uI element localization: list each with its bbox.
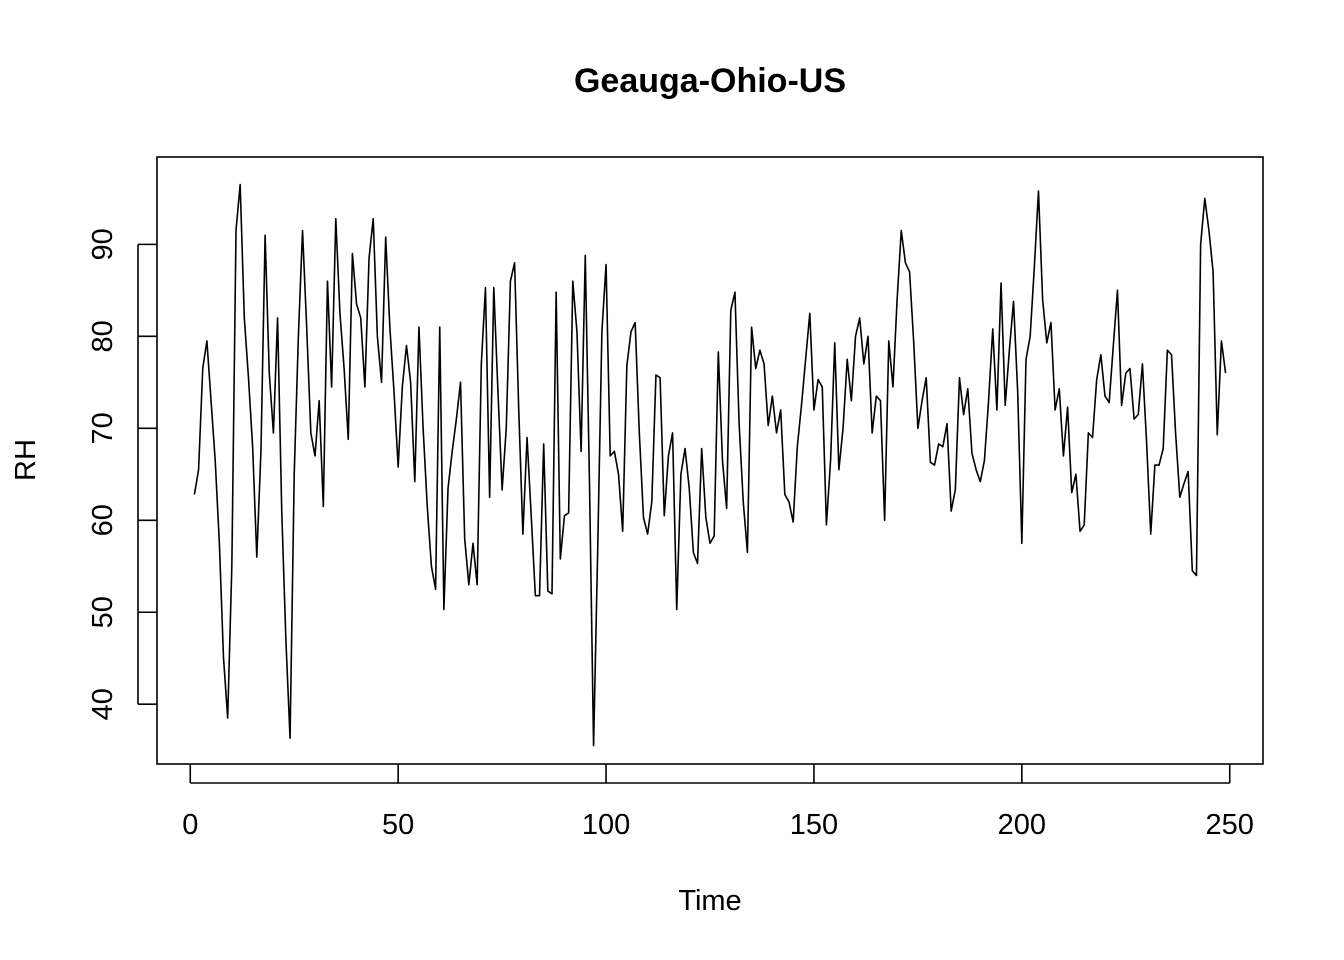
y-axis: 40 50 60 70 80 90 — [87, 228, 157, 720]
y-tick-label: 80 — [87, 320, 119, 352]
x-tick-label: 150 — [790, 809, 838, 841]
y-tick-label: 90 — [87, 228, 119, 260]
x-tick-label: 100 — [582, 809, 630, 841]
x-tick-label: 200 — [998, 809, 1046, 841]
x-tick-label: 250 — [1206, 809, 1254, 841]
y-tick-label: 60 — [87, 504, 119, 536]
y-tick-label: 70 — [87, 412, 119, 444]
y-tick-label: 50 — [87, 596, 119, 628]
x-tick-label: 50 — [382, 809, 414, 841]
x-axis-label: Time — [678, 885, 741, 917]
y-axis-label: RH — [10, 439, 42, 481]
plot-frame — [156, 156, 1264, 765]
x-axis: 0 50 100 150 200 250 — [182, 764, 1254, 841]
chart-title: Geauga-Ohio-US — [574, 62, 846, 100]
x-tick-label: 0 — [182, 809, 198, 841]
y-tick-label: 40 — [87, 688, 119, 720]
series-line — [193, 183, 1227, 747]
